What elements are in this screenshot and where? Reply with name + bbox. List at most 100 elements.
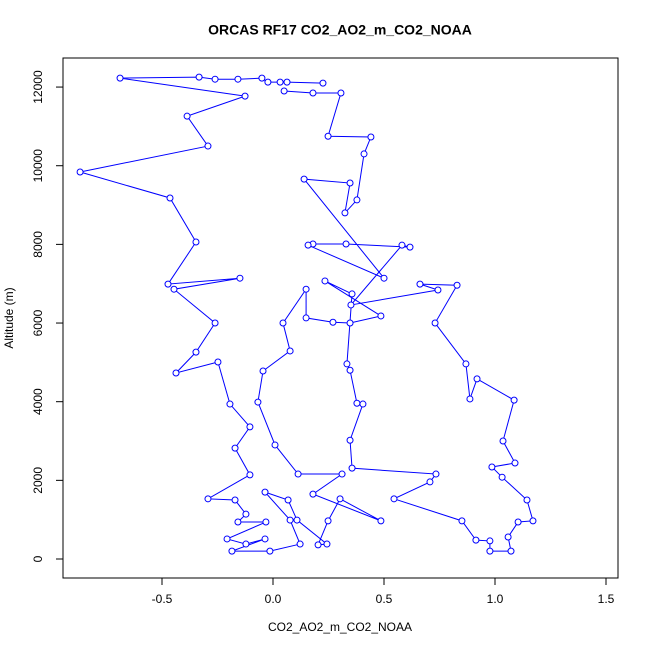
data-point xyxy=(296,540,304,548)
data-point xyxy=(453,281,461,289)
data-point xyxy=(377,312,385,320)
data-point xyxy=(192,238,200,246)
data-point xyxy=(226,400,234,408)
data-point xyxy=(360,150,368,158)
data-point xyxy=(511,459,519,467)
data-point xyxy=(211,319,219,327)
data-point xyxy=(183,112,191,120)
data-point xyxy=(214,358,222,366)
data-point xyxy=(271,441,279,449)
data-point xyxy=(486,537,494,545)
data-point xyxy=(164,280,172,288)
data-point xyxy=(486,547,494,555)
data-point xyxy=(231,496,239,504)
data-point xyxy=(319,79,327,87)
data-point xyxy=(234,75,242,83)
y-tick-label: 12000 xyxy=(31,70,45,104)
data-point xyxy=(473,375,481,383)
data-point xyxy=(246,471,254,479)
data-point xyxy=(346,366,354,374)
data-point xyxy=(416,280,424,288)
x-tick-label: 1.5 xyxy=(598,592,615,606)
data-point xyxy=(234,518,242,526)
y-tick-label: 0 xyxy=(31,555,45,562)
data-point xyxy=(346,319,354,327)
data-point xyxy=(346,436,354,444)
data-point xyxy=(353,196,361,204)
data-point xyxy=(337,89,345,97)
data-point xyxy=(258,74,266,82)
data-point xyxy=(192,348,200,356)
data-point xyxy=(353,399,361,407)
data-point xyxy=(390,495,398,503)
data-point xyxy=(236,274,244,282)
data-point xyxy=(302,285,310,293)
data-point xyxy=(294,470,302,478)
data-point xyxy=(348,464,356,472)
data-point xyxy=(280,87,288,95)
data-point xyxy=(286,516,294,524)
data-point xyxy=(204,142,212,150)
data-point xyxy=(279,319,287,327)
data-point xyxy=(458,517,466,525)
data-point xyxy=(231,444,239,452)
y-tick-label: 2000 xyxy=(31,467,45,494)
data-point xyxy=(324,517,332,525)
data-point xyxy=(264,78,272,86)
data-point xyxy=(195,73,203,81)
data-point xyxy=(259,367,267,375)
data-point xyxy=(504,533,512,541)
data-point xyxy=(304,241,312,249)
data-point xyxy=(499,437,507,445)
data-point xyxy=(346,179,354,187)
y-tick-label: 4000 xyxy=(31,388,45,415)
y-tick-label: 10000 xyxy=(31,149,45,183)
data-point xyxy=(347,301,355,309)
data-point xyxy=(323,540,331,548)
data-point xyxy=(510,396,518,404)
data-point xyxy=(314,541,322,549)
plot-frame xyxy=(62,57,619,579)
data-point xyxy=(166,194,174,202)
data-point xyxy=(228,547,236,555)
data-point xyxy=(342,240,350,248)
data-point xyxy=(300,175,308,183)
data-point xyxy=(254,398,262,406)
data-point xyxy=(302,314,310,322)
data-point xyxy=(514,518,522,526)
data-point xyxy=(276,78,284,86)
data-point xyxy=(523,496,531,504)
data-point xyxy=(116,74,124,82)
data-point xyxy=(286,347,294,355)
x-axis-label: CO2_AO2_m_CO2_NOAA xyxy=(268,620,412,634)
data-point xyxy=(529,517,537,525)
data-point xyxy=(341,209,349,217)
data-point xyxy=(406,243,414,251)
data-point xyxy=(380,274,388,282)
data-point xyxy=(377,517,385,525)
data-point xyxy=(432,470,440,478)
data-point xyxy=(204,495,212,503)
data-point xyxy=(338,470,346,478)
data-point xyxy=(261,488,269,496)
data-point xyxy=(262,518,270,526)
data-point xyxy=(431,319,439,327)
data-point xyxy=(434,286,442,294)
y-axis-label: Altitude (m) xyxy=(2,287,16,348)
data-point xyxy=(223,535,231,543)
data-point xyxy=(426,478,434,486)
data-point xyxy=(336,495,344,503)
data-point xyxy=(466,395,474,403)
data-point xyxy=(329,318,337,326)
data-point xyxy=(309,490,317,498)
data-point xyxy=(266,547,274,555)
x-tick-label: 1.0 xyxy=(487,592,504,606)
data-point xyxy=(488,463,496,471)
x-tick-label: 0.0 xyxy=(265,592,282,606)
data-point xyxy=(211,75,219,83)
data-point xyxy=(241,92,249,100)
data-point xyxy=(348,290,356,298)
data-point xyxy=(472,536,480,544)
data-point xyxy=(324,132,332,140)
